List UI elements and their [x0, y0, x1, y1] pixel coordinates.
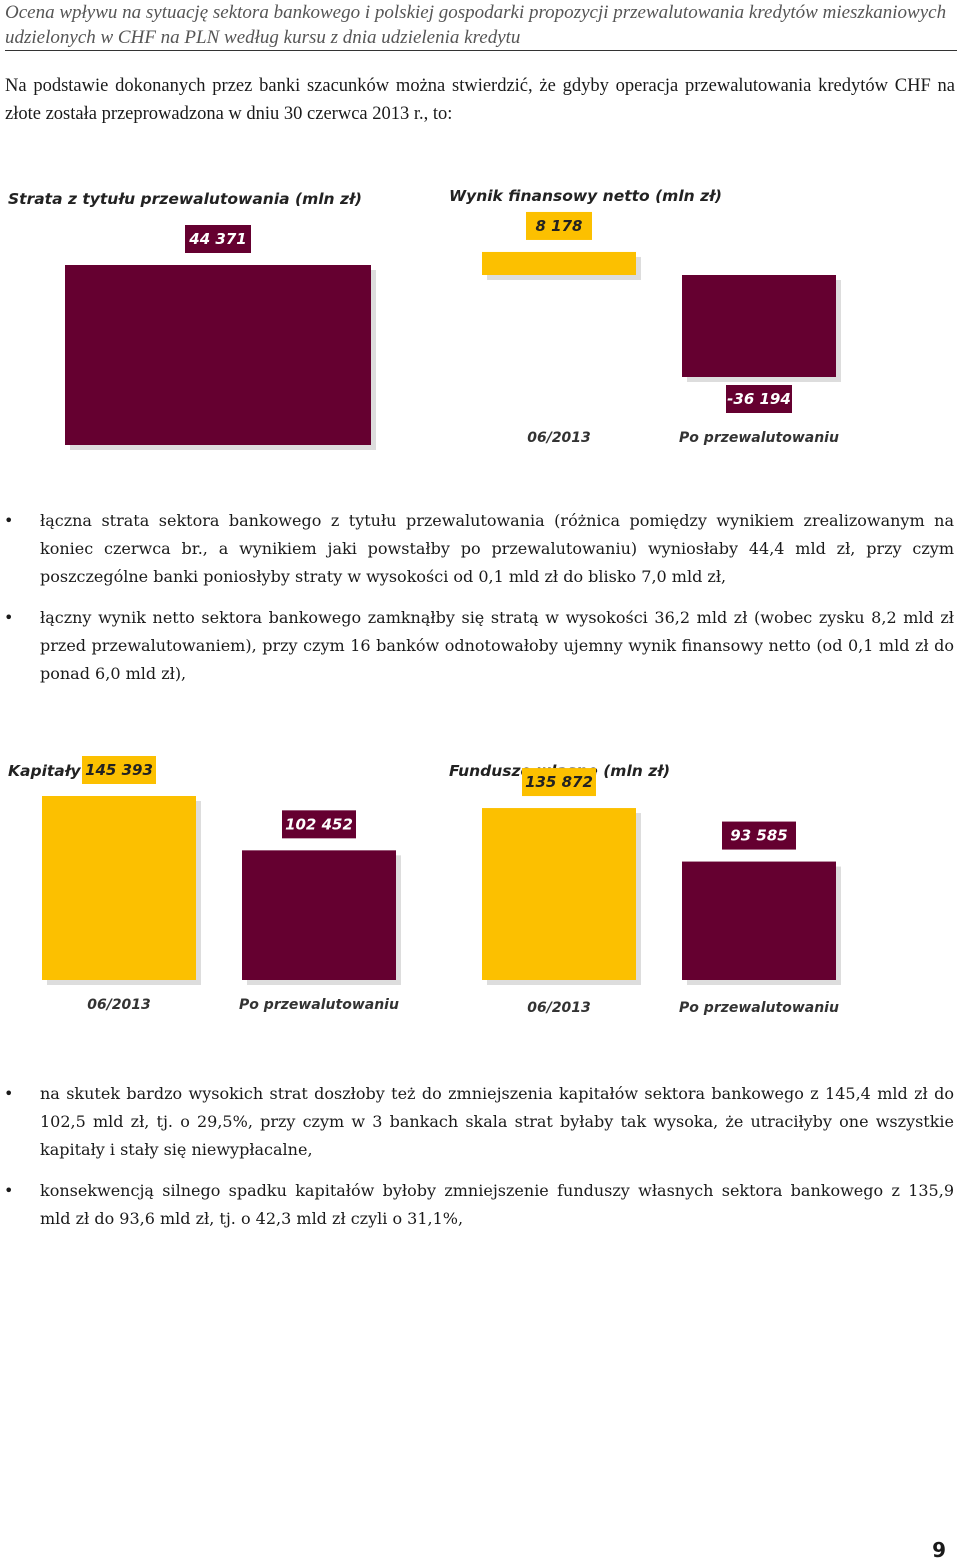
- data-label: 8 178: [536, 217, 583, 235]
- list-item: konsekwencją silnego spadku kapitałów by…: [0, 1177, 960, 1233]
- bar: [65, 265, 371, 445]
- chart-loss: Strata z tytułu przewalutowania (mln zł)…: [0, 180, 440, 455]
- chart-capital: Kapitały (mln zł) 145 393 06/2013 102 452 P…: [0, 752, 440, 1027]
- bar: [682, 861, 836, 980]
- chart-capital-plot: 145 393 06/2013 102 452 Po przewalutowaniu: [42, 756, 401, 1013]
- data-label-box: [522, 768, 596, 797]
- chart-own-funds: Fundusze własne (mln zł) 135 87206/20139…: [440, 752, 860, 1027]
- category-label: 06/2013: [87, 997, 151, 1013]
- header-title: Ocena wpływu na sytuację sektora bankowe…: [5, 2, 947, 48]
- list-item: na skutek bardzo wysokich strat doszłoby…: [0, 1080, 960, 1164]
- bar: [242, 850, 396, 980]
- page-header: Ocena wpływu na sytuację sektora bankowe…: [5, 0, 957, 51]
- data-label: 145 393: [85, 761, 153, 779]
- data-label: 93 585: [730, 827, 787, 845]
- data-label: -36 194: [727, 390, 791, 408]
- data-label: 102 452: [285, 815, 353, 833]
- category-label: 06/2013: [527, 430, 591, 446]
- bullet-list-top: łączna strata sektora bankowego z tytułu…: [0, 507, 960, 701]
- category-label: Po przewalutowaniu: [679, 430, 839, 446]
- chart-net-result-plot: 8 178 06/2013 -36 194 Po przewalutowaniu: [482, 211, 841, 446]
- data-label-box: [82, 756, 156, 784]
- page-number: 9: [932, 1538, 946, 1562]
- data-label-box: [282, 810, 356, 839]
- bullet-list-bottom: na skutek bardzo wysokich strat doszłoby…: [0, 1080, 960, 1246]
- chart-own-funds-plot: 135 872 06/2013 93 585 Po przewalutowaniu: [482, 768, 841, 1016]
- chart-net-result: Wynik finansowy netto (mln zł) 8 178 06/2…: [440, 180, 860, 455]
- bar: [682, 275, 836, 377]
- category-label: Po przewalutowaniu: [239, 997, 399, 1013]
- data-label-box: [722, 821, 796, 850]
- data-label: 44 371: [188, 230, 246, 248]
- bar: [42, 796, 196, 980]
- data-label-box: [185, 225, 251, 253]
- chart-title: Wynik finansowy netto (mln zł): [449, 187, 722, 205]
- list-item: łączny wynik netto sektora bankowego zam…: [0, 604, 960, 688]
- data-label: 135 872: [525, 773, 593, 791]
- category-label: 06/2013: [527, 1000, 591, 1016]
- bar: [482, 808, 636, 980]
- chart-loss-plot: 44 371: [65, 225, 376, 450]
- bar: [482, 251, 636, 275]
- category-label: Po przewalutowaniu: [679, 1000, 839, 1016]
- chart-title: Strata z tytułu przewalutowania (mln zł): [8, 190, 362, 208]
- data-label-box: [726, 385, 792, 413]
- intro-paragraph: Na podstawie dokonanych przez banki szac…: [5, 76, 955, 124]
- data-label-box: [526, 211, 592, 240]
- list-item: łączna strata sektora bankowego z tytułu…: [0, 507, 960, 591]
